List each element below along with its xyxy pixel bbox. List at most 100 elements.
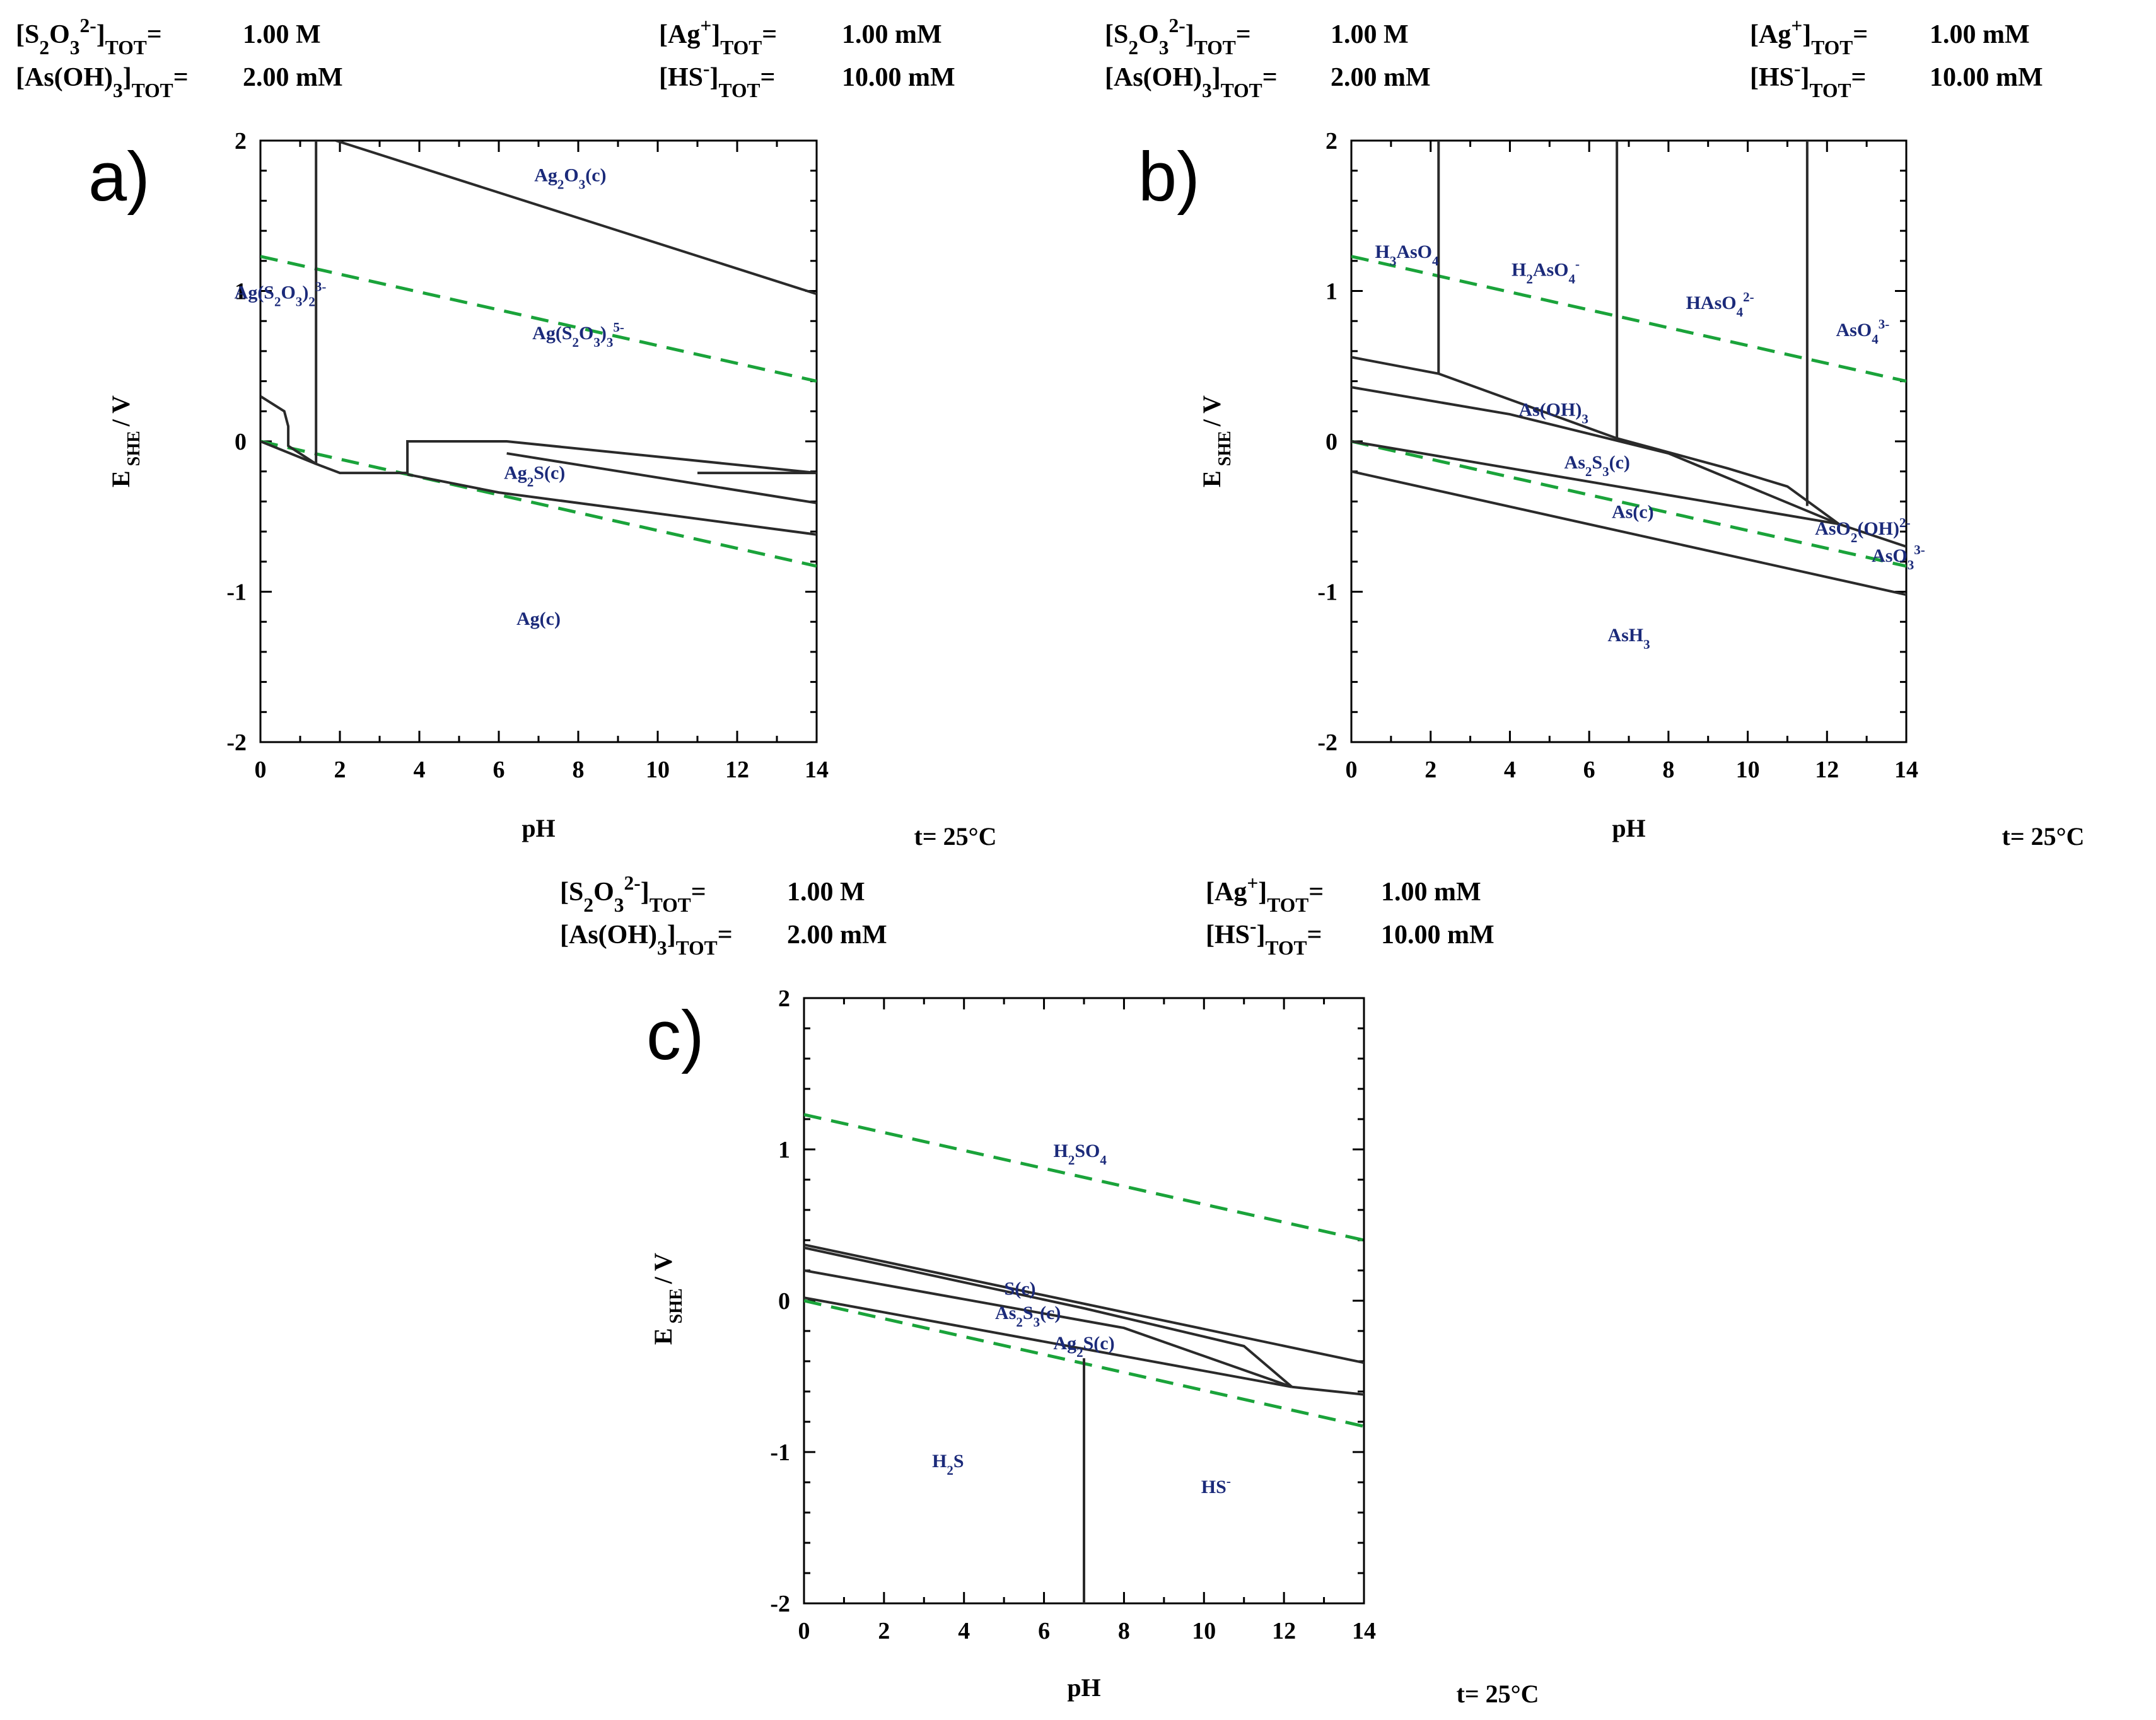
condition-value: 10.00 mM	[1930, 63, 2043, 92]
predominance-boundary	[1351, 356, 1840, 525]
x-axis-label: pH	[1612, 814, 1645, 842]
predominance-boundary	[260, 440, 408, 475]
predominance-boundary	[804, 1246, 1293, 1388]
temperature-label: t= 25°C	[914, 822, 997, 851]
x-tick-label: 4	[958, 1618, 970, 1644]
panel-b: [S2O32-]TOT= 1.00 M [As(OH)3]TOT= 2.00 mM [A…	[1105, 15, 2085, 851]
y-axis-label: E SHE / V	[1197, 395, 1235, 487]
x-tick-label: 10	[1192, 1618, 1216, 1644]
x-tick-label: 12	[1272, 1618, 1296, 1644]
species-label: AsO2(OH)2-	[1815, 515, 1910, 545]
y-tick-label: -1	[226, 579, 247, 606]
condition-value: 1.00 M	[787, 878, 865, 907]
y-tick-label: 0	[1326, 429, 1337, 455]
y-tick-label: 1	[235, 279, 247, 305]
condition-label: [S2O32-]TOT=	[1105, 15, 1251, 59]
condition-label: [HS-]TOT=	[1750, 57, 1866, 102]
species-label: As2S3(c)	[995, 1303, 1061, 1330]
condition-label: [S2O32-]TOT=	[560, 872, 706, 916]
temperature-label: t= 25°C	[2002, 822, 2085, 851]
species-label: AsH3	[1607, 625, 1650, 652]
species-label: AsO33-	[1872, 542, 1925, 572]
predominance-boundary	[506, 452, 817, 504]
predominance-boundary	[1838, 523, 1906, 548]
x-axis-label: pH	[1067, 1673, 1100, 1702]
x-tick-label: 10	[646, 757, 670, 783]
species-label: S(c)	[1005, 1278, 1036, 1299]
predominance-boundary	[804, 1296, 1293, 1388]
panel-letter: c)	[646, 997, 704, 1074]
x-tick-label: 6	[1038, 1618, 1050, 1644]
x-tick-label: 14	[1894, 757, 1918, 783]
y-tick-label: -2	[1317, 729, 1337, 756]
species-label: HAsO42-	[1686, 289, 1754, 320]
y-tick-label: 2	[235, 128, 247, 154]
y-tick-label: 1	[778, 1137, 790, 1163]
x-tick-label: 14	[1352, 1618, 1376, 1644]
x-tick-label: 8	[1118, 1618, 1130, 1644]
condition-label: [HS-]TOT=	[659, 57, 775, 102]
y-tick-label: 0	[778, 1288, 790, 1315]
predominance-boundary	[407, 473, 817, 536]
x-axis-label: pH	[522, 814, 555, 842]
panel-letter: a)	[88, 138, 150, 216]
species-label: As(c)	[1612, 502, 1654, 523]
y-tick-label: 2	[778, 985, 790, 1012]
x-tick-label: 0	[1346, 757, 1358, 783]
condition-label: [As(OH)3]TOT=	[560, 921, 733, 959]
x-tick-label: 12	[725, 757, 749, 783]
predominance-boundary	[1351, 470, 1906, 596]
y-tick-label: -1	[770, 1439, 790, 1466]
predominance-boundary	[804, 1243, 1364, 1364]
species-label: AsO43-	[1836, 317, 1890, 347]
y-tick-label: 2	[1326, 128, 1337, 154]
y-axis-label: E SHE / V	[649, 1253, 686, 1345]
water-stability-line	[804, 1113, 1364, 1242]
species-label: Ag(S2O3)35-	[532, 320, 624, 350]
plot-area	[1351, 141, 1906, 596]
x-tick-label: 0	[798, 1618, 810, 1644]
condition-value: 1.00 mM	[1930, 20, 2030, 49]
water-stability-line	[1351, 439, 1906, 568]
condition-value: 2.00 mM	[243, 63, 343, 92]
x-tick-label: 10	[1736, 757, 1760, 783]
plot-frame	[259, 139, 818, 743]
y-tick-label: 1	[1326, 279, 1337, 305]
predominance-boundary	[335, 141, 817, 296]
x-tick-label: 6	[493, 757, 505, 783]
water-stability-line	[260, 255, 817, 383]
species-label: H2SO4	[1053, 1141, 1107, 1168]
predominance-boundary	[1351, 386, 1839, 526]
panel-letter: b)	[1138, 138, 1200, 216]
x-tick-label: 14	[805, 757, 829, 783]
panel-a: [S2O32-]TOT= 1.00 M [As(OH)3]TOT= 2.00 mM [A…	[16, 15, 997, 851]
x-tick-label: 2	[334, 757, 346, 783]
plot-area	[804, 1113, 1364, 1603]
condition-value: 1.00 mM	[1381, 878, 1481, 907]
condition-label: [As(OH)3]TOT=	[16, 63, 189, 102]
condition-label: [S2O32-]TOT=	[16, 15, 162, 59]
y-tick-label: -2	[226, 729, 247, 756]
temperature-label: t= 25°C	[1457, 1680, 1539, 1708]
species-label: H3AsO4	[1375, 241, 1439, 269]
condition-value: 2.00 mM	[787, 921, 887, 950]
condition-value: 1.00 mM	[842, 20, 942, 49]
species-label: As(OH)3	[1518, 399, 1588, 426]
x-tick-label: 6	[1583, 757, 1595, 783]
species-label: Ag(c)	[516, 608, 561, 629]
predominance-boundary	[1291, 1385, 1364, 1396]
x-tick-label: 8	[1662, 757, 1674, 783]
predominance-boundary	[406, 440, 817, 475]
x-tick-label: 2	[878, 1618, 890, 1644]
species-label: Ag(S2O3)23-	[235, 279, 327, 309]
x-tick-label: 4	[414, 757, 426, 783]
species-label: H2S	[932, 1451, 964, 1478]
predominance-boundary	[804, 1269, 1293, 1388]
x-tick-label: 4	[1504, 757, 1516, 783]
y-tick-label: -1	[1317, 579, 1337, 606]
condition-value: 1.00 M	[1331, 20, 1409, 49]
condition-label: [HS-]TOT=	[1206, 915, 1322, 959]
water-stability-line	[260, 439, 817, 568]
condition-value: 2.00 mM	[1331, 63, 1431, 92]
